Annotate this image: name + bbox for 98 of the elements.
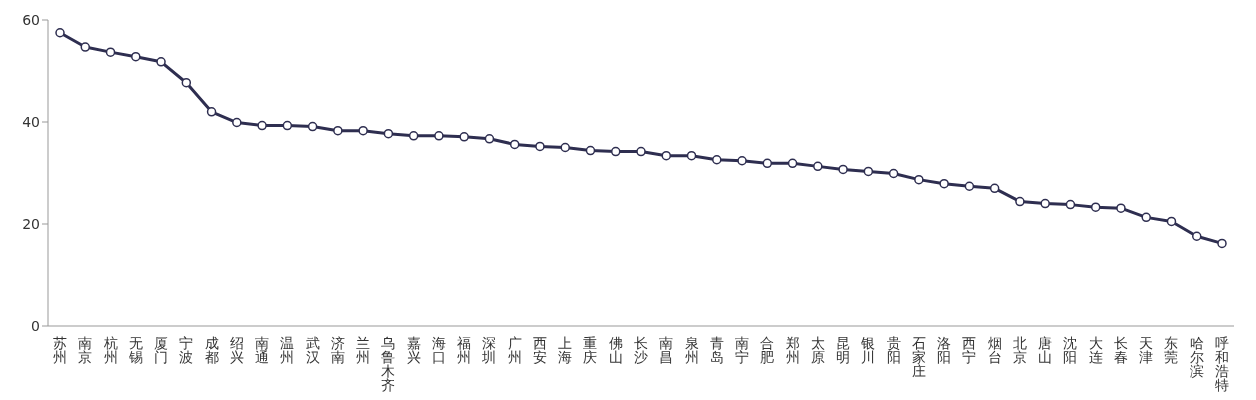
point (80, 42, 91, 52)
x-tick-label: 烟台 (987, 335, 1002, 365)
point (1040, 198, 1050, 209)
x-tick-label: 南宁 (735, 335, 750, 365)
x-tick-label: 上海 (558, 335, 573, 365)
point (358, 125, 368, 136)
x-tick-label: 哈尔滨 (1189, 335, 1204, 379)
x-tick-label: 西宁 (962, 335, 977, 365)
point (888, 168, 899, 179)
x-tick-label: 兰州 (356, 335, 371, 365)
point (333, 125, 343, 136)
x-tick-label: 广州 (507, 335, 522, 365)
x-tick-label: 大连 (1088, 335, 1103, 365)
point (686, 150, 697, 161)
point (661, 150, 672, 161)
point (105, 47, 116, 57)
point (257, 120, 267, 131)
x-tick-label: 嘉兴 (406, 335, 421, 365)
x-tick-label: 合肥 (760, 335, 775, 365)
x-tick-label: 济南 (330, 335, 345, 365)
x-tick-label: 乌鲁木齐 (381, 335, 396, 393)
x-tick-label: 武汉 (305, 335, 320, 365)
point (131, 51, 141, 62)
x-tick-label: 青岛 (709, 335, 724, 365)
x-tick-label: 唐山 (1038, 335, 1053, 365)
point (484, 134, 495, 144)
point (762, 158, 773, 169)
point (408, 131, 419, 141)
x-tick-label: 石家庄 (911, 335, 926, 379)
point (813, 161, 823, 172)
point (585, 145, 596, 156)
x-tick-label: 洛阳 (937, 335, 952, 365)
x-tick-label: 南京 (78, 335, 93, 365)
point (863, 166, 874, 177)
point (1065, 199, 1076, 210)
x-tick-label: 沈阳 (1063, 335, 1078, 365)
x-tick-label: 南通 (255, 335, 270, 365)
x-tick-label: 成都 (204, 335, 219, 365)
x-tick-label: 北京 (1012, 335, 1027, 365)
point (1116, 203, 1126, 213)
point (1015, 196, 1025, 207)
x-tick-label: 苏州 (53, 335, 67, 365)
point (535, 141, 545, 152)
point (1090, 202, 1101, 212)
point (1141, 212, 1151, 223)
point (156, 57, 166, 67)
x-tick-label: 贵阳 (886, 335, 901, 365)
point (939, 178, 949, 189)
point (1217, 238, 1227, 249)
x-tick-label: 杭州 (102, 335, 118, 365)
point (914, 174, 924, 185)
point (787, 158, 798, 169)
x-tick-label: 郑州 (785, 335, 800, 365)
x-tick-label: 宁波 (179, 335, 194, 365)
point (282, 120, 293, 131)
x-tick-label: 无锡 (127, 335, 143, 365)
point (1191, 231, 1202, 241)
x-tick-label: 温州 (280, 335, 295, 365)
point (989, 183, 1000, 194)
x-tick-label: 绍兴 (229, 335, 244, 365)
y-tick-label: 0 (31, 317, 40, 334)
x-tick-label: 东莞 (1164, 335, 1179, 365)
point (838, 164, 848, 175)
point (560, 142, 570, 153)
x-tick-label: 昆明 (836, 335, 851, 365)
x-tick-label: 重庆 (583, 335, 598, 365)
x-tick-label: 西安 (532, 335, 547, 365)
y-tick-label: 60 (22, 11, 40, 28)
point (206, 107, 217, 117)
point (964, 181, 975, 192)
point (232, 117, 242, 128)
x-tick-label: 泉州 (684, 335, 699, 365)
point (712, 154, 722, 165)
point (737, 156, 747, 166)
point (383, 128, 394, 139)
point (610, 146, 621, 157)
x-tick-label: 佛山 (608, 335, 623, 365)
point (434, 131, 444, 141)
x-tick-label: 南昌 (659, 335, 674, 365)
point (181, 77, 192, 88)
x-tick-label: 福州 (457, 335, 472, 365)
x-tick-label: 长沙 (634, 335, 648, 365)
point (509, 139, 520, 150)
y-tick-label: 20 (22, 215, 40, 232)
point (55, 28, 65, 38)
y-tick-label: 40 (22, 113, 40, 130)
x-tick-label: 呼和浩特 (1215, 335, 1229, 393)
x-tick-label: 太原 (810, 335, 825, 365)
point (459, 132, 469, 142)
x-tick-label: 海口 (431, 335, 446, 365)
point (1166, 216, 1177, 227)
x-tick-label: 深圳 (481, 335, 497, 365)
point (307, 121, 318, 132)
x-tick-label: 厦门 (154, 335, 169, 365)
x-tick-label: 长春 (1113, 335, 1128, 365)
point (636, 146, 646, 157)
x-tick-label: 银川 (860, 335, 876, 365)
x-tick-label: 天津 (1139, 335, 1154, 365)
